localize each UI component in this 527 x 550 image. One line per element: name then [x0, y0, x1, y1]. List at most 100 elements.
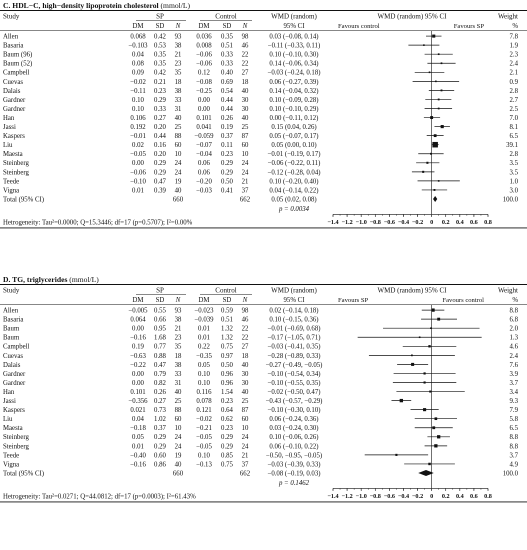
sp-dm-value: 0.101 [130, 389, 145, 396]
control-sd-value: 0.62 [221, 416, 233, 423]
study-row: Gardner 0.00 0.82 31 0.10 0.96 30 −0.10 (−0.55,… [3, 380, 519, 387]
col-header-sp-sd: SD [156, 297, 165, 304]
study-row: Steinberg 0.05 0.29 24 −0.05 0.29 24 0.10 (−0.0… [3, 434, 519, 441]
control-dm-value: −0.08 [196, 79, 212, 86]
estimate-square [418, 336, 421, 339]
estimate-square [433, 134, 437, 138]
weight-value: 8.8 [510, 434, 519, 441]
sp-dm-value: 0.08 [132, 61, 144, 68]
forest-panel-0: C. HDL−C, high−density lipoprotein chole… [0, 1, 527, 229]
estimate-square [423, 372, 426, 375]
sp-n-value: 33 [175, 97, 182, 104]
sp-sd-value: 1.68 [154, 335, 166, 342]
x-axis-tick-label: 0.8 [484, 493, 492, 500]
favours-left-label: Favours SP [338, 297, 369, 304]
panel-title-unit: (mmol/L) [67, 275, 99, 284]
control-sd-value: 0.29 [221, 434, 233, 441]
sp-dm-value: 0.068 [130, 34, 146, 41]
study-name: Baum (96) [3, 52, 32, 59]
estimate-square [437, 317, 441, 321]
weight-value: 6.5 [510, 133, 519, 140]
pooled-diamond [433, 196, 438, 202]
study-row: Kaspers −0.01 0.44 88 −0.059 0.37 87 0.05 (−0.0… [3, 133, 519, 140]
sp-n-value: 93 [175, 308, 182, 315]
sp-dm-value: 0.10 [132, 106, 144, 113]
control-sd-value: 0.96 [221, 380, 233, 387]
group-header-wmd-ci: WMD (random) 95% CI [377, 13, 447, 21]
sp-n-value: 40 [175, 115, 182, 122]
control-sd-value: 0.23 [221, 425, 233, 432]
sp-n-value: 10 [175, 425, 182, 432]
weight-value: 3.7 [510, 380, 519, 387]
estimate-square [423, 408, 427, 412]
wmd-ci-text: −0.11 (−0.33, 0.11) [268, 43, 320, 50]
control-sd-value: 0.11 [221, 142, 233, 149]
col-header-study: Study [3, 13, 20, 21]
x-axis-tick-label: 0.4 [456, 493, 464, 500]
control-dm-value: 0.10 [198, 452, 210, 459]
study-name: Kaspers [3, 407, 25, 414]
sp-dm-value: −0.356 [128, 398, 148, 405]
wmd-ci-text: 0.10 (−0.06, 0.26) [269, 434, 318, 441]
panel-title: D. TG, triglycerides (mmol/L) [3, 275, 99, 284]
study-name: Basaria [3, 317, 23, 324]
control-n-value: 98 [242, 34, 249, 41]
study-row: Dalais −0.11 0.23 38 −0.25 0.54 40 0.14 (−0.04,… [3, 88, 519, 95]
control-n-value: 22 [242, 326, 249, 333]
study-row: Teede −0.10 0.47 19 −0.20 0.50 21 0.10 (−0.20, … [3, 178, 519, 185]
sp-dm-value: 0.04 [132, 52, 144, 59]
study-name: Campbell [3, 70, 30, 77]
x-axis-tick-label: −1.4 [327, 219, 338, 226]
col-header-control-sd: SD [223, 297, 232, 304]
estimate-square [426, 161, 429, 164]
control-n-value: 27 [242, 344, 249, 351]
group-header-wmd-ci: WMD (random) 95% CI [377, 287, 447, 295]
control-n-value: 24 [242, 169, 249, 176]
weight-value: 1.3 [510, 335, 519, 342]
control-n-value: 40 [242, 88, 249, 95]
sp-sd-value: 0.39 [154, 187, 166, 194]
sp-sd-value: 0.35 [154, 52, 166, 59]
control-dm-value: 0.00 [198, 97, 210, 104]
estimate-square [437, 98, 440, 101]
control-sd-value: 0.50 [221, 178, 233, 185]
sp-sd-value: 0.20 [154, 124, 166, 131]
weight-value: 3.5 [510, 169, 519, 176]
x-axis-tick-label: −1.2 [341, 493, 352, 500]
control-n-value: 25 [242, 398, 249, 405]
x-axis-tick-label: −0.8 [370, 219, 381, 226]
weight-value: 6.5 [510, 425, 519, 432]
heterogeneity-stats: Hetrogeneity: Tau²=0.0271; Q=44.0812; df… [3, 493, 196, 500]
control-sd-value: 0.69 [221, 79, 233, 86]
total-sp-n: 660 [173, 196, 184, 203]
study-row: Liu 0.04 1.02 60 −0.02 0.62 60 0.06 (−0.24, 0.3… [3, 416, 519, 423]
control-dm-value: −0.13 [196, 461, 212, 468]
wmd-ci-text: 0.10 (−0.09, 0.28) [269, 97, 318, 104]
x-axis-tick-label: −0.8 [370, 493, 381, 500]
weight-value: 7.6 [510, 362, 519, 369]
study-name: Han [3, 115, 15, 122]
study-name: Steinberg [3, 160, 30, 167]
study-name: Gardner [3, 380, 26, 387]
x-axis-tick-label: −1.0 [356, 219, 367, 226]
sp-dm-value: −0.16 [130, 335, 146, 342]
favours-left-label: Favours control [338, 23, 380, 30]
study-name: Dalais [3, 88, 21, 95]
estimate-square [431, 308, 435, 312]
control-dm-value: −0.023 [194, 308, 214, 315]
study-name: Gardner [3, 106, 26, 113]
sp-n-value: 24 [175, 443, 182, 450]
control-dm-value: 0.10 [198, 380, 210, 387]
study-name: Teede [3, 178, 19, 185]
estimate-square [437, 435, 441, 439]
sp-dm-value: −0.22 [130, 362, 146, 369]
study-row: Baum (96) 0.04 0.35 21 −0.06 0.33 22 0.10 (−0.1… [3, 52, 519, 59]
wmd-ci-text: −0.10 (−0.54, 0.34) [268, 371, 321, 378]
control-dm-value: 0.01 [198, 326, 210, 333]
sp-sd-value: 0.29 [154, 434, 166, 441]
estimate-square [430, 327, 432, 329]
sp-dm-value: 0.04 [132, 416, 144, 423]
wmd-ci-text: 0.06 (−0.10, 0.22) [269, 443, 318, 450]
control-sd-value: 0.44 [221, 97, 233, 104]
sp-dm-value: 0.00 [132, 371, 144, 378]
